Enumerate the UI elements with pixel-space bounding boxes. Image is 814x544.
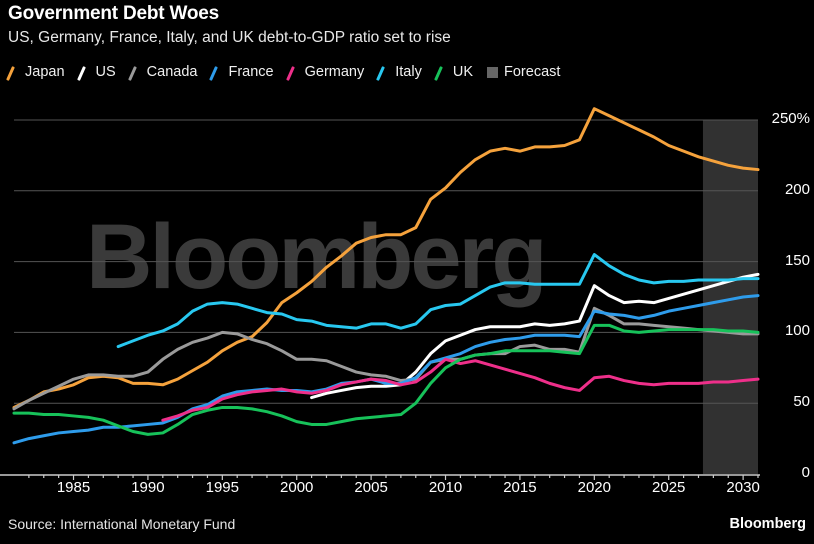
legend-line-swatch-icon [127, 65, 142, 81]
legend-item-us[interactable]: US [76, 64, 116, 81]
page-subtitle: US, Germany, France, Italy, and UK debt-… [8, 29, 451, 46]
legend-label: Forecast [504, 64, 561, 80]
y-axis-label: 150 [784, 251, 810, 269]
legend-line-swatch-icon [209, 65, 223, 81]
x-axis-label: 1995 [205, 479, 239, 496]
series-line-france [12, 294, 760, 445]
legend-label: Japan [25, 64, 65, 80]
x-axis-label: 2005 [354, 479, 388, 496]
legend-item-italy[interactable]: Italy [376, 64, 422, 81]
page-title: Government Debt Woes [8, 3, 220, 24]
legend-label: UK [452, 64, 473, 80]
y-axis-label: 100 [784, 322, 810, 340]
legend-item-japan[interactable]: Japan [6, 64, 65, 81]
legend-item-forecast[interactable]: Forecast [487, 64, 560, 80]
series-line-italy [116, 253, 760, 349]
legend-line-swatch-icon [376, 65, 390, 81]
legend-line-swatch-icon [285, 65, 300, 81]
series-line-canada [12, 306, 760, 411]
source-note: Source: International Monetary Fund [8, 516, 236, 532]
series-line-germany [161, 357, 760, 422]
legend-label: US [95, 64, 116, 80]
series-line-japan [12, 107, 760, 409]
y-axis-label: 50 [793, 393, 810, 411]
x-axis-label: 1985 [56, 479, 91, 496]
x-axis-label: 2025 [652, 479, 686, 496]
chart-header: Government Debt Woes US, Germany, France… [8, 2, 806, 49]
y-axis-label: 0 [801, 464, 810, 481]
legend-line-swatch-icon [6, 65, 20, 81]
series-line-us [310, 272, 760, 400]
chart-footer: Source: International Monetary Fund Bloo… [0, 516, 814, 538]
forecast-swatch-icon [487, 66, 498, 78]
bloomberg-watermark: Bloomberg [86, 206, 548, 308]
x-axis-label: 2000 [280, 479, 314, 496]
x-axis-label: 2015 [503, 479, 537, 496]
x-axis-label: 2020 [577, 479, 611, 496]
legend-label: France [228, 64, 274, 80]
legend-label: Italy [395, 64, 422, 80]
x-axis-label: 2010 [428, 479, 463, 496]
series-line-uk [12, 323, 760, 436]
plot-area: Bloomberg 0 50 100 150 200 250% [0, 95, 814, 481]
legend-item-france[interactable]: France [209, 64, 274, 81]
x-axis-label: 1990 [131, 479, 165, 496]
x-axis-label: 2030 [726, 479, 760, 496]
legend-label: Germany [304, 64, 365, 80]
legend-item-uk[interactable]: UK [433, 64, 473, 81]
x-axis-labels: 1985 1990 1995 2000 2005 2010 2015 2020 2025 2030 [0, 479, 814, 503]
legend-item-germany[interactable]: Germany [285, 64, 365, 81]
y-axis-label: 200 [784, 180, 810, 198]
y-axis-label: 250% [771, 110, 810, 127]
legend-item-canada[interactable]: Canada [127, 64, 198, 81]
bloomberg-brand: Bloomberg [729, 516, 806, 532]
line-chart-svg [0, 107, 760, 480]
legend-line-swatch-icon [76, 65, 91, 81]
chart-legend: Japan US Canada France Germany Italy UK Forecas… [6, 64, 574, 81]
legend-label: Canada [146, 64, 198, 80]
legend-line-swatch-icon [433, 65, 448, 81]
